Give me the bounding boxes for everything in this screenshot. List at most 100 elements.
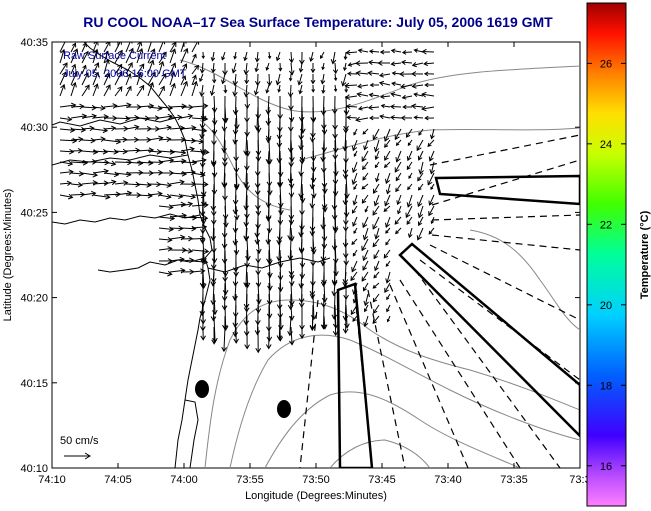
current-vector — [265, 84, 270, 94]
current-vector — [394, 128, 402, 141]
colorbar-label: Temperature (°C) — [639, 210, 651, 299]
current-vector — [81, 104, 97, 111]
current-vector — [114, 148, 128, 155]
current-vector — [346, 71, 358, 77]
current-vector — [288, 205, 295, 226]
current-vector — [103, 84, 111, 97]
current-vector — [180, 225, 197, 232]
current-vector — [380, 103, 391, 109]
current-vector — [232, 84, 238, 97]
current-vector — [81, 72, 89, 86]
current-vector — [232, 271, 239, 287]
current-vector — [351, 161, 358, 174]
current-vector — [350, 271, 358, 282]
current-vector — [379, 49, 391, 55]
current-vector — [243, 183, 249, 211]
current-vector — [384, 172, 391, 185]
x-tick-label: 74:00 — [170, 474, 198, 486]
current-vector — [342, 128, 348, 152]
current-vector — [342, 315, 349, 334]
current-vector — [136, 72, 143, 86]
current-vector — [357, 48, 369, 54]
current-vector — [169, 225, 184, 232]
current-vector — [299, 183, 306, 204]
current-vector — [92, 42, 99, 53]
current-vector — [103, 125, 117, 132]
current-vector — [136, 42, 143, 53]
current-vector — [343, 194, 350, 218]
current-vector — [92, 83, 99, 97]
current-vector — [114, 180, 129, 186]
current-vector — [70, 182, 84, 188]
current-vector — [255, 117, 262, 134]
current-vector — [254, 227, 261, 245]
current-vector — [59, 193, 74, 200]
colorbar-tick-label: 24 — [600, 139, 612, 151]
current-vector — [136, 84, 145, 97]
current-vector — [125, 47, 134, 64]
current-vector — [158, 73, 167, 86]
current-vector — [180, 159, 198, 166]
current-vector — [408, 172, 413, 179]
current-vector — [395, 150, 402, 163]
current-vector — [353, 150, 358, 157]
current-vector — [373, 304, 380, 314]
colorbar — [586, 2, 627, 507]
current-vector — [255, 326, 262, 354]
current-vector — [309, 282, 316, 300]
isobath-contours — [179, 59, 580, 468]
current-vector — [199, 293, 206, 317]
current-vector — [125, 124, 140, 131]
current-vector — [180, 75, 187, 86]
current-vector — [418, 128, 424, 136]
current-vector — [267, 271, 273, 291]
current-vector — [351, 238, 358, 246]
current-vector — [210, 51, 216, 62]
current-vector — [70, 103, 85, 110]
current-vector — [158, 193, 172, 200]
colorbar-tick-label: 26 — [600, 58, 612, 70]
current-vector — [243, 84, 250, 98]
scale-label: 50 cm/s — [60, 435, 99, 447]
current-vector — [288, 304, 295, 322]
current-vector — [147, 159, 164, 166]
plot-area — [51, 41, 581, 469]
current-vector — [299, 315, 305, 340]
colorbar-tick-label: 20 — [600, 300, 612, 312]
current-vector — [309, 216, 316, 237]
current-vector — [385, 238, 391, 246]
current-vector — [221, 326, 227, 353]
current-vector — [92, 71, 100, 86]
current-vector — [81, 137, 96, 144]
current-vector — [147, 71, 156, 86]
current-vector — [333, 73, 338, 82]
current-vector — [333, 84, 338, 93]
y-tick-label: 40:25 — [20, 207, 48, 219]
current-vector — [394, 161, 402, 173]
current-vector — [266, 216, 273, 234]
current-vector — [169, 82, 176, 97]
current-vector — [147, 81, 155, 97]
current-vector — [362, 216, 369, 229]
current-vector — [417, 194, 424, 208]
current-vector — [211, 117, 218, 136]
current-vector — [309, 194, 316, 209]
current-vector — [363, 293, 369, 307]
current-vector — [275, 51, 281, 62]
current-vector — [400, 115, 413, 121]
current-vector — [411, 62, 424, 68]
current-vector — [390, 61, 402, 67]
current-vector — [342, 161, 349, 180]
current-vector — [81, 42, 87, 53]
current-vector — [353, 128, 358, 136]
current-vector — [254, 216, 260, 238]
current-vector — [395, 183, 402, 193]
current-vector — [169, 71, 176, 86]
current-vector — [372, 282, 380, 289]
current-vector — [277, 326, 284, 342]
current-vector — [386, 293, 391, 301]
current-vector — [430, 183, 435, 191]
current-vector — [288, 62, 295, 76]
current-vector — [158, 149, 176, 155]
current-vector — [368, 49, 380, 54]
